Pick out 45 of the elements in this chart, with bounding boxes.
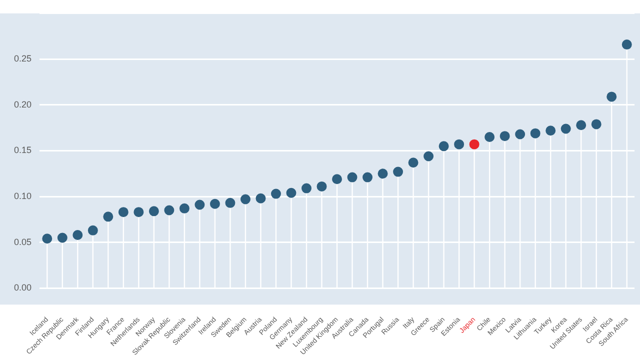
point xyxy=(576,120,586,130)
point xyxy=(179,203,190,214)
point xyxy=(316,181,327,192)
point xyxy=(301,183,312,194)
y-tick-label: 0.20 xyxy=(14,99,32,110)
y-tick-label: 0.05 xyxy=(14,236,32,247)
point xyxy=(194,200,205,210)
point xyxy=(500,131,510,142)
point xyxy=(286,188,296,198)
point xyxy=(240,194,250,204)
point xyxy=(72,230,83,240)
point xyxy=(424,151,434,162)
y-tick-label: 0.00 xyxy=(14,282,32,293)
y-tick-label: 0.10 xyxy=(14,191,32,202)
point xyxy=(225,198,236,208)
point xyxy=(591,119,602,130)
point xyxy=(530,128,540,138)
point xyxy=(546,126,556,136)
point xyxy=(134,207,144,218)
point xyxy=(622,40,632,50)
point xyxy=(515,129,526,140)
point xyxy=(606,92,617,102)
point xyxy=(560,124,571,134)
point xyxy=(103,212,114,222)
point xyxy=(164,205,174,216)
point xyxy=(393,166,404,177)
point xyxy=(270,188,281,199)
point xyxy=(256,193,266,204)
point xyxy=(57,232,68,243)
point xyxy=(332,174,342,184)
point xyxy=(438,141,449,152)
point xyxy=(469,139,480,150)
point xyxy=(347,172,358,182)
y-tick-label: 0.15 xyxy=(14,145,32,156)
point xyxy=(378,168,388,179)
point xyxy=(210,198,220,209)
point xyxy=(42,234,52,244)
point xyxy=(118,207,128,218)
point xyxy=(148,206,159,216)
point xyxy=(88,225,98,236)
point xyxy=(454,139,464,150)
point xyxy=(408,158,418,168)
point xyxy=(484,132,495,142)
y-tick-label: 0.25 xyxy=(14,54,32,64)
point xyxy=(362,172,373,182)
